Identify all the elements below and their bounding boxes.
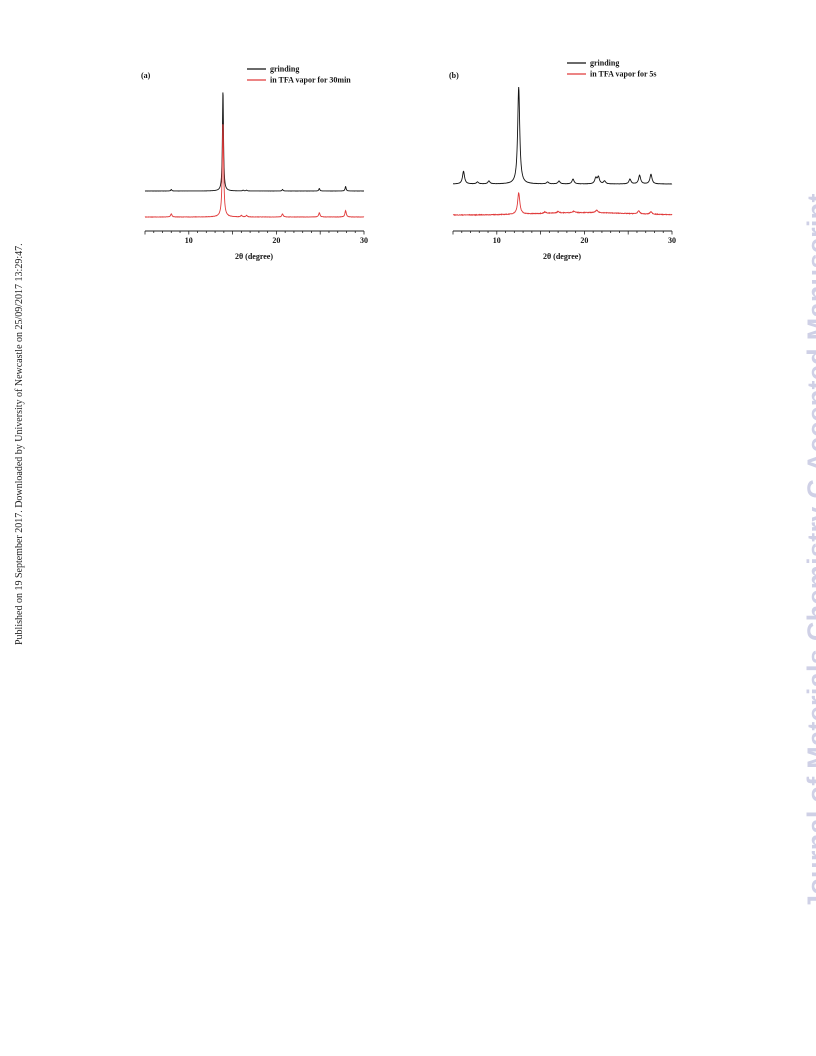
x-tick-label-b-30: 30 xyxy=(668,236,676,245)
series-line-tfa-5s-b xyxy=(452,191,673,217)
legend-text-tfa-a: in TFA vapor for 30min xyxy=(270,76,351,85)
series-line-grinding-a xyxy=(144,92,365,192)
x-tick-label-b-20: 20 xyxy=(580,236,588,245)
x-axis-label-b: 2θ (degree) xyxy=(543,252,581,261)
series-line-grinding-b xyxy=(452,86,673,185)
chart-panel-a: (a) grinding in TFA vapor for 30min 10 20… xyxy=(141,65,368,262)
x-axis-label-a: 2θ (degree) xyxy=(235,252,273,261)
x-tick-label-a-30: 30 xyxy=(360,236,368,245)
legend-text-grinding-b: grinding xyxy=(590,59,619,68)
panel-label-b: (b) xyxy=(449,71,459,80)
x-tick-label-a-10: 10 xyxy=(185,236,193,245)
legend-text-grinding-a: grinding xyxy=(270,65,299,74)
chart-panel-b: (b) grinding in TFA vapor for 5s 10 20 30 … xyxy=(449,59,676,262)
series-line-tfa-30min-a xyxy=(144,124,365,218)
panel-label-a: (a) xyxy=(141,71,151,80)
x-tick-label-a-20: 20 xyxy=(272,236,280,245)
x-tick-label-b-10: 10 xyxy=(493,236,501,245)
legend-text-tfa-b: in TFA vapor for 5s xyxy=(590,70,657,79)
